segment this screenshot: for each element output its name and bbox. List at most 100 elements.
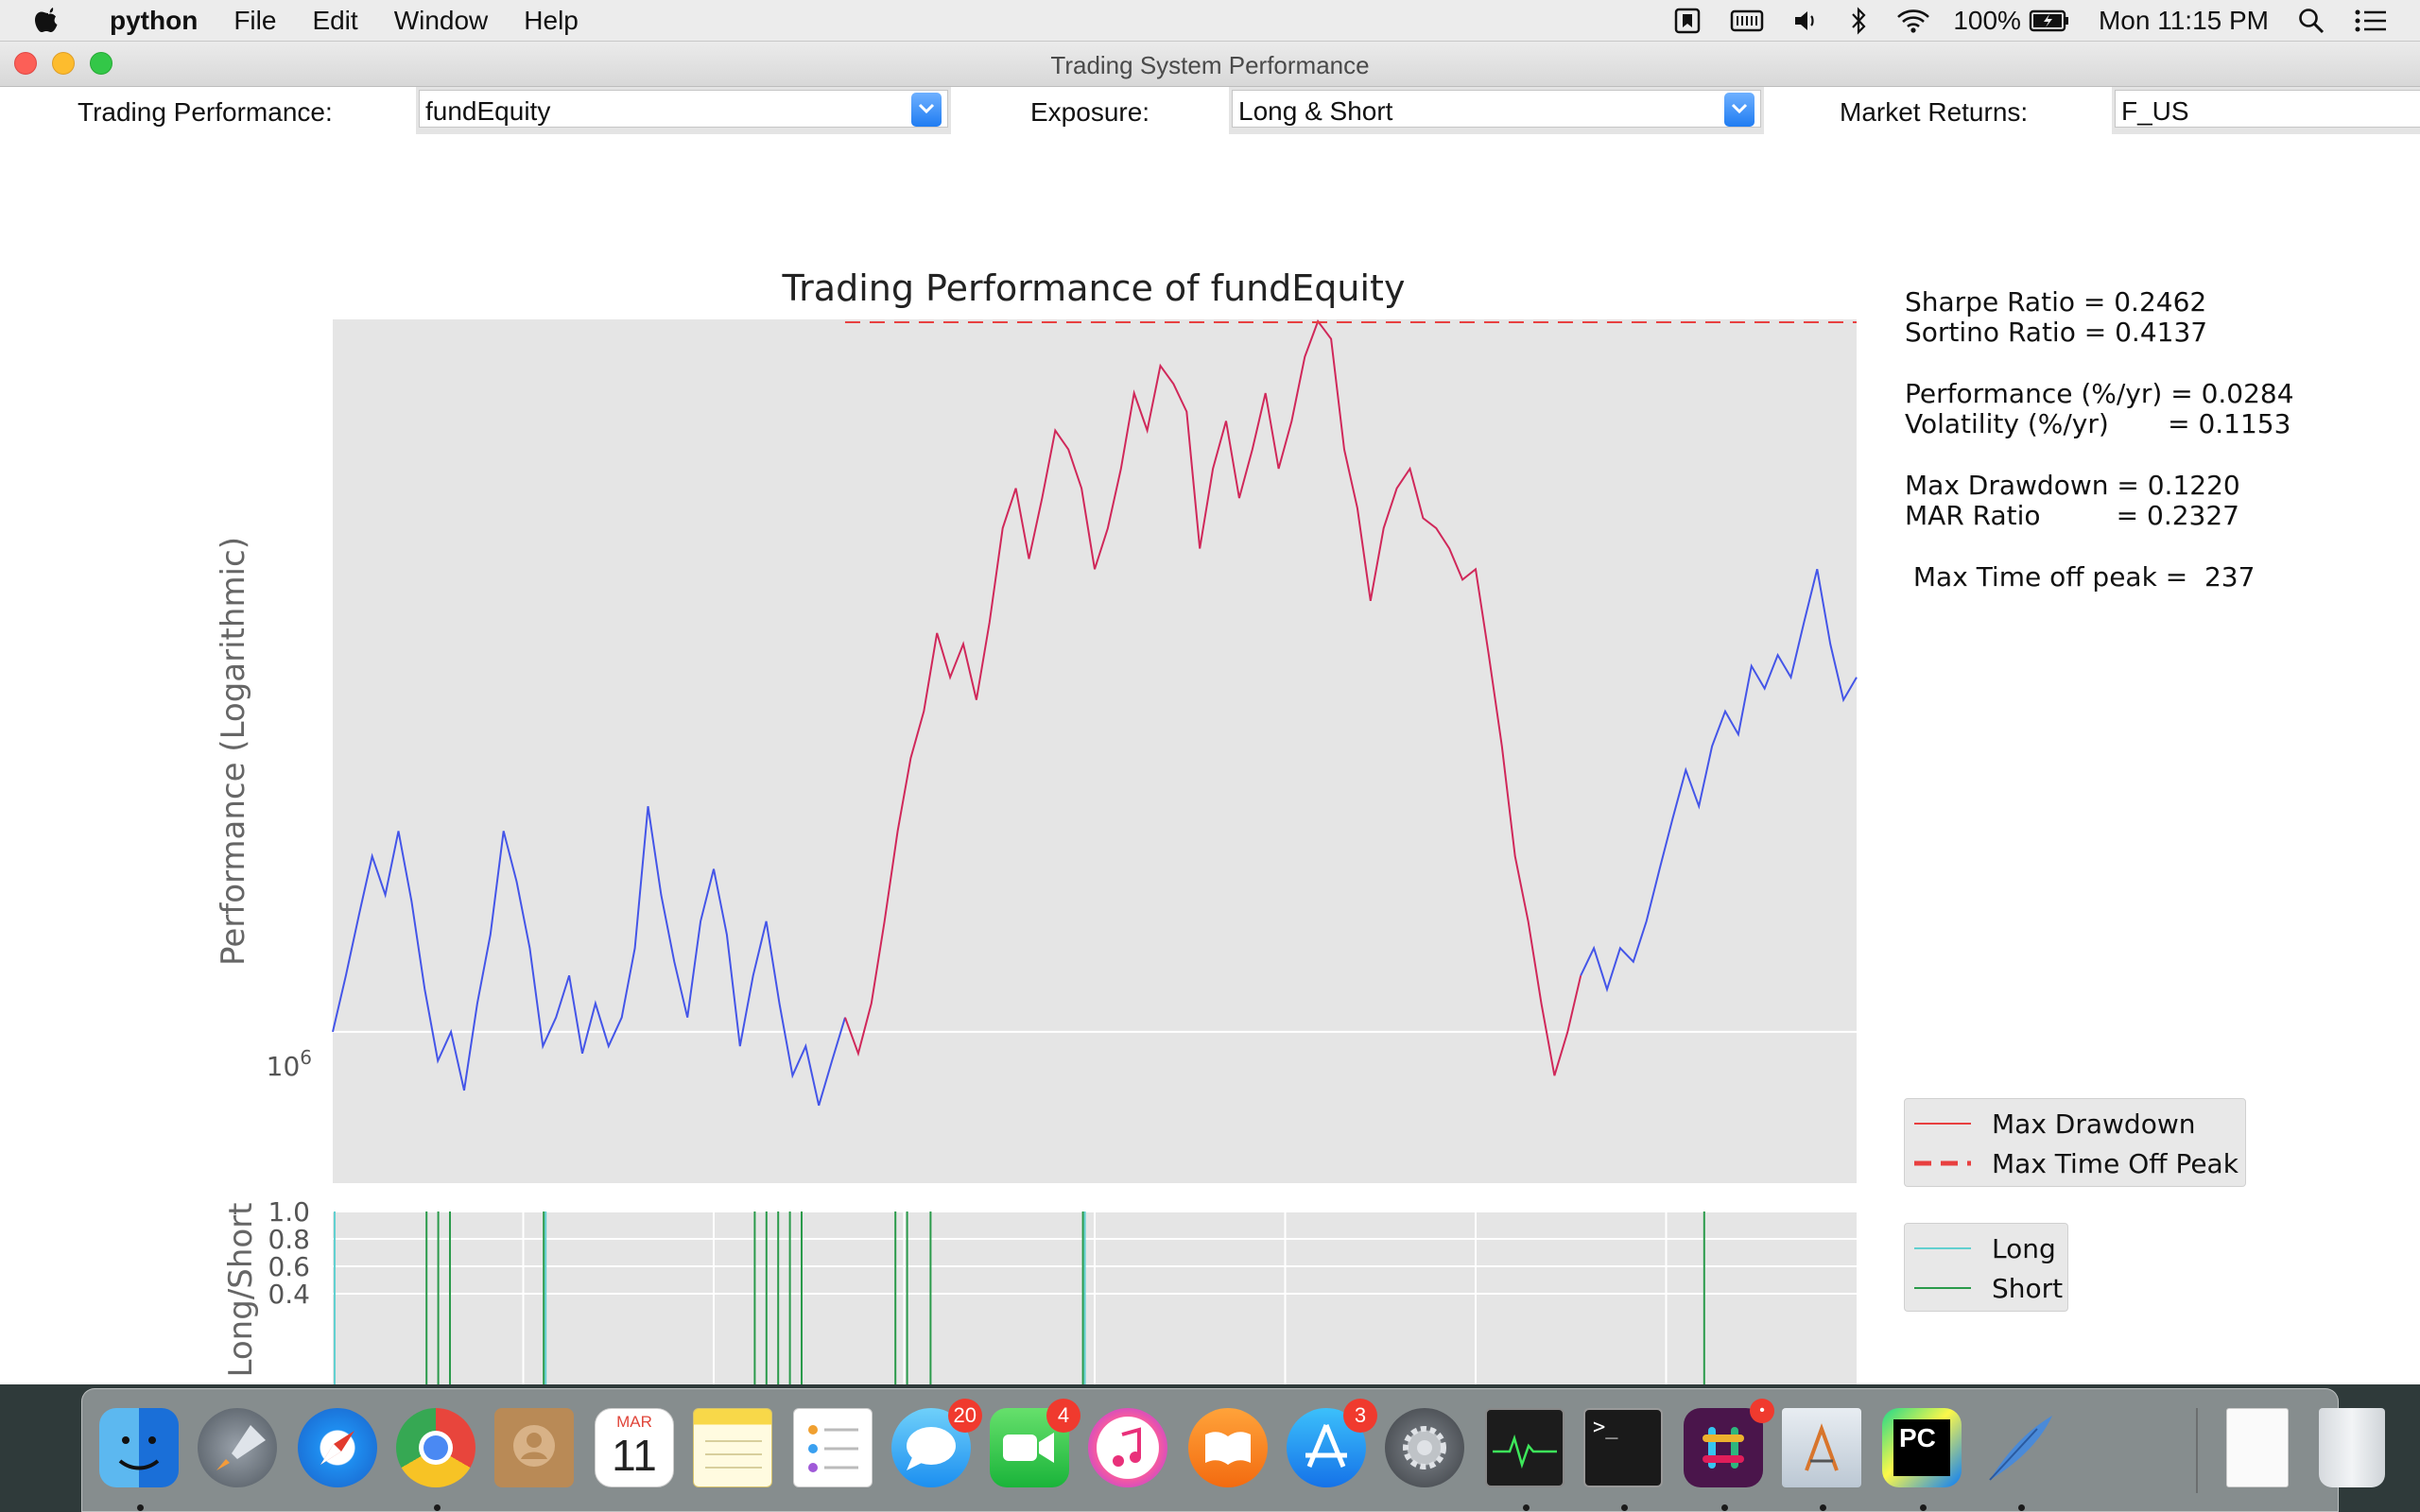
preview-icon[interactable] bbox=[1782, 1408, 1861, 1487]
menu-edit[interactable]: Edit bbox=[312, 5, 358, 35]
max-drawdown-text: Max Drawdown = 0.1220 bbox=[1905, 470, 2240, 501]
app-store-icon[interactable]: 3 bbox=[1287, 1399, 1377, 1487]
sub-plot-yticks: 0.40.60.81.0 bbox=[268, 1196, 310, 1310]
messages-badge: 20 bbox=[947, 1399, 982, 1433]
trading-performance-value: fundEquity bbox=[425, 96, 551, 126]
wifi-icon[interactable] bbox=[1896, 8, 1930, 34]
sub-plot-ylabel: Long/Short bbox=[222, 1203, 260, 1378]
sub-ytick-label: 0.8 bbox=[268, 1224, 310, 1255]
activity-monitor-icon[interactable] bbox=[1485, 1408, 1564, 1487]
menu-bar: python File Edit Window Help 100% Mon 11… bbox=[0, 0, 2420, 42]
volume-icon[interactable] bbox=[1792, 8, 1821, 34]
figure-svg: Trading Performance of fundEquity Perfor… bbox=[215, 267, 1858, 1384]
window-zoom-button[interactable] bbox=[90, 52, 112, 75]
notes-icon[interactable] bbox=[693, 1408, 772, 1487]
app-menu-python[interactable]: python bbox=[110, 5, 199, 35]
window-minimize-button[interactable] bbox=[52, 52, 75, 75]
battery-icon[interactable] bbox=[2029, 9, 2070, 33]
keyboard-icon[interactable] bbox=[1730, 9, 1764, 33]
legend-label-short: Short bbox=[1992, 1272, 2064, 1304]
finder-running-indicator bbox=[137, 1504, 144, 1511]
main-plot-lines bbox=[332, 318, 1858, 1107]
legend-item-short: Short bbox=[1905, 1269, 2063, 1307]
pycharm-glyph: PC bbox=[1899, 1423, 1936, 1452]
legend-label-long: Long bbox=[1992, 1232, 2056, 1264]
system-preferences-icon[interactable] bbox=[1385, 1408, 1464, 1487]
chrome-running-indicator bbox=[434, 1504, 441, 1511]
sortino-ratio-text: Sortino Ratio = 0.4137 bbox=[1905, 317, 2208, 348]
market-returns-select[interactable]: F_US bbox=[2112, 87, 2420, 134]
legend-item-max-drawdown: Max Drawdown bbox=[1905, 1105, 2195, 1143]
legend-label-max-drawdown: Max Drawdown bbox=[1992, 1108, 2196, 1140]
finder-icon[interactable] bbox=[99, 1408, 179, 1487]
pycharm-running-indicator bbox=[1920, 1504, 1927, 1511]
sub-plot-lines bbox=[334, 1211, 1705, 1384]
facetime-badge: 4 bbox=[1046, 1399, 1080, 1433]
market-returns-value: F_US bbox=[2121, 96, 2189, 126]
launchpad-icon[interactable] bbox=[198, 1408, 277, 1487]
volatility-text: Volatility (%/yr) = 0.1153 bbox=[1905, 408, 2291, 439]
window-close-button[interactable] bbox=[14, 52, 37, 75]
market-returns-label: Market Returns: bbox=[1840, 97, 2029, 127]
status-area: 100% Mon 11:15 PM bbox=[1645, 0, 2388, 42]
ibooks-icon[interactable] bbox=[1188, 1408, 1268, 1487]
sub-ytick-label: 1.0 bbox=[268, 1196, 310, 1228]
sharpe-ratio-text: Sharpe Ratio = 0.2462 bbox=[1905, 286, 2207, 318]
legend-swatch-short bbox=[1914, 1287, 1971, 1289]
document-icon[interactable] bbox=[2226, 1408, 2289, 1487]
reminders-icon[interactable] bbox=[793, 1408, 873, 1487]
itunes-icon[interactable] bbox=[1088, 1408, 1167, 1487]
bookmark-icon[interactable] bbox=[1673, 7, 1702, 35]
battery-percent: 100% bbox=[1953, 6, 2021, 35]
menu-help[interactable]: Help bbox=[524, 5, 579, 35]
performance-text: Performance (%/yr) = 0.0284 bbox=[1905, 378, 2294, 409]
safari-icon[interactable] bbox=[298, 1408, 377, 1487]
notification-center-icon[interactable] bbox=[2354, 8, 2388, 34]
messages-icon[interactable]: 20 bbox=[891, 1399, 982, 1487]
exposure-select[interactable]: Long & Short bbox=[1229, 87, 1764, 134]
equity-line-before-drawdown bbox=[332, 806, 846, 1107]
app-store-badge: 3 bbox=[1343, 1399, 1377, 1433]
dropdown-arrow-icon[interactable] bbox=[911, 93, 942, 127]
facetime-icon[interactable]: 4 bbox=[990, 1399, 1080, 1487]
bluetooth-icon[interactable] bbox=[1849, 7, 1868, 35]
terminal-running-indicator bbox=[1621, 1504, 1628, 1511]
legend-swatch-max-time-off-peak bbox=[1914, 1160, 1971, 1166]
calendar-icon[interactable]: MAR 11 bbox=[595, 1408, 674, 1487]
pycharm-icon[interactable]: PC bbox=[1882, 1408, 1962, 1487]
quill-icon[interactable] bbox=[1980, 1408, 2060, 1487]
apple-icon[interactable] bbox=[34, 5, 76, 37]
calendar-day: 11 bbox=[612, 1431, 657, 1480]
terminal-icon[interactable]: >_ bbox=[1583, 1408, 1663, 1487]
legend-item-max-time-off-peak: Max Time Off Peak bbox=[1905, 1144, 2238, 1182]
activity-monitor-running-indicator bbox=[1523, 1504, 1530, 1511]
chrome-icon[interactable] bbox=[396, 1408, 475, 1487]
menu-file[interactable]: File bbox=[233, 5, 277, 35]
clock[interactable]: Mon 11:15 PM bbox=[2098, 6, 2269, 35]
mar-ratio-text: MAR Ratio = 0.2327 bbox=[1905, 500, 2239, 531]
dropdown-arrow-icon[interactable] bbox=[1724, 93, 1754, 127]
calendar-month: MAR bbox=[616, 1413, 652, 1431]
trash-icon[interactable] bbox=[2319, 1408, 2385, 1487]
menu-window[interactable]: Window bbox=[393, 5, 489, 35]
legend-swatch-long bbox=[1914, 1247, 1971, 1249]
window-titlebar: Trading System Performance bbox=[0, 42, 2420, 87]
dock-separator bbox=[2196, 1408, 2198, 1493]
trading-performance-select[interactable]: fundEquity bbox=[416, 87, 951, 134]
contacts-icon[interactable] bbox=[494, 1408, 574, 1487]
legend-label-max-time-off-peak: Max Time Off Peak bbox=[1992, 1147, 2238, 1179]
legend-swatch-max-drawdown bbox=[1914, 1123, 1971, 1125]
trading-performance-label: Trading Performance: bbox=[78, 97, 333, 127]
dock: MAR 11 20 4 3 bbox=[81, 1388, 2385, 1512]
max-time-off-peak-text: Max Time off peak = 237 bbox=[1905, 561, 2256, 593]
desktop-background: MAR 11 20 4 3 bbox=[0, 1384, 2420, 1512]
max-drawdown-line bbox=[844, 318, 1582, 1076]
quill-running-indicator bbox=[2018, 1504, 2025, 1511]
preview-running-indicator bbox=[1820, 1504, 1826, 1511]
legend-item-long: Long bbox=[1905, 1229, 2056, 1267]
slack-icon[interactable]: • bbox=[1684, 1399, 1774, 1487]
slack-running-indicator bbox=[1721, 1504, 1728, 1511]
equity-line-after-drawdown bbox=[1580, 569, 1858, 993]
spotlight-icon[interactable] bbox=[2297, 7, 2325, 35]
exposure-value: Long & Short bbox=[1238, 96, 1393, 126]
